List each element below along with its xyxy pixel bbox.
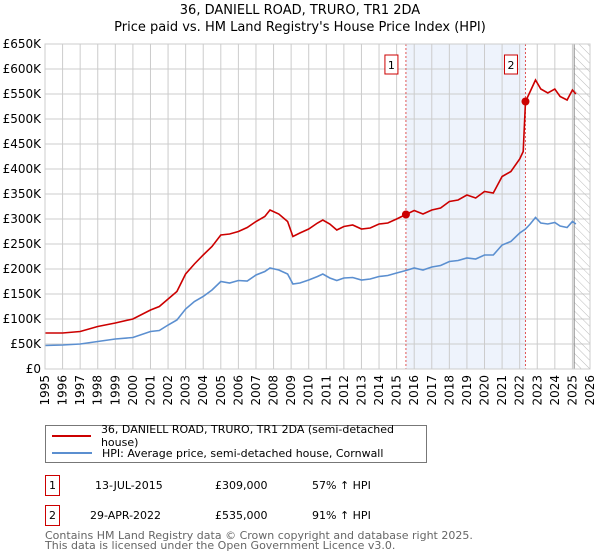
legend-item-hpi: HPI: Average price, semi-detached house,…: [52, 446, 383, 460]
x-tick-label: 1996: [56, 375, 70, 406]
sale-price: £535,000: [215, 509, 268, 522]
legend-item-property: 36, DANIELL ROAD, TRURO, TR1 2DA (semi-d…: [52, 423, 426, 449]
x-tick-label: 2026: [583, 375, 597, 406]
x-tick-label: 2010: [302, 375, 316, 406]
x-tick-label: 2023: [530, 375, 544, 406]
legend-label: 36, DANIELL ROAD, TRURO, TR1 2DA (semi-d…: [100, 423, 394, 449]
x-tick-label: 2013: [354, 375, 368, 406]
legend: 36, DANIELL ROAD, TRURO, TR1 2DA (semi-d…: [45, 423, 427, 463]
y-tick-label: £200K: [3, 262, 43, 276]
x-tick-label: 2011: [319, 375, 333, 406]
footer: Contains HM Land Registry data © Crown c…: [45, 529, 473, 552]
x-tick-label: 1998: [91, 375, 105, 406]
y-tick-label: £400K: [3, 162, 43, 176]
sale-date: 29-APR-2022: [90, 509, 162, 522]
sale-badge-label: 1: [388, 59, 395, 72]
sale-hpi-diff: 91% ↑ HPI: [312, 509, 371, 522]
x-tick-label: 2018: [442, 375, 456, 406]
sale-marker-badge: 2: [45, 505, 60, 526]
y-tick-label: £350K: [3, 187, 43, 201]
x-tick-label: 2015: [390, 375, 404, 406]
sale-point: [401, 210, 410, 219]
x-tick-label: 2006: [231, 375, 245, 406]
x-tick-label: 2001: [143, 375, 157, 406]
y-tick-label: £450K: [3, 137, 43, 151]
footer-licence: This data is licensed under the Open Gov…: [45, 539, 396, 552]
y-tick-label: £300K: [3, 212, 43, 226]
legend-swatch-blue: [52, 452, 92, 454]
sale-period-shading: [405, 44, 526, 369]
sale-badge-box: [503, 54, 518, 75]
chart-subtitle: Price paid vs. HM Land Registry's House …: [114, 20, 486, 35]
sale-point: [521, 97, 530, 106]
y-tick-label: £100K: [3, 312, 43, 326]
x-tick-label: 2022: [513, 375, 527, 406]
y-tick-label: £550K: [3, 87, 43, 101]
x-tick-label: 2019: [460, 375, 474, 406]
x-tick-label: 1997: [73, 375, 87, 406]
y-tick-label: £150K: [3, 287, 43, 301]
x-tick-label: 2017: [425, 375, 439, 406]
x-tick-label: 2012: [337, 375, 351, 406]
sale-badge-box: [384, 54, 399, 75]
chart-title: 36, DANIELL ROAD, TRURO, TR1 2DA: [179, 3, 421, 18]
y-tick-label: £500K: [3, 112, 43, 126]
sale-row-1: 1 13-JUL-2015 £309,000 57% ↑ HPI: [45, 475, 445, 497]
forecast-hatch: [574, 44, 590, 369]
y-tick-label: £50K: [10, 337, 42, 351]
x-tick-label: 2004: [196, 375, 210, 406]
sale-badge-label: 2: [507, 59, 514, 72]
legend-label: HPI: Average price, semi-detached house,…: [102, 446, 384, 460]
x-tick-label: 2024: [548, 375, 562, 406]
sale-hpi-diff: 57% ↑ HPI: [312, 479, 371, 492]
sale-marker-badge: 1: [45, 475, 60, 496]
x-tick-label: 2008: [267, 375, 281, 406]
x-tick-label: 1999: [108, 375, 122, 406]
y-tick-label: £0: [26, 362, 41, 376]
x-tick-label: 2014: [372, 375, 386, 406]
x-tick-label: 2007: [249, 375, 263, 406]
y-tick-label: £600K: [3, 62, 43, 76]
x-tick-label: 1995: [38, 375, 52, 406]
footer-copyright: Contains HM Land Registry data © Crown c…: [45, 529, 473, 542]
property-price-line: [45, 78, 577, 334]
x-tick-label: 2003: [179, 375, 193, 406]
hpi-line: [44, 216, 577, 347]
x-tick-label: 2002: [161, 375, 175, 406]
sale-row-2: 2 29-APR-2022 £535,000 91% ↑ HPI: [45, 505, 445, 527]
x-tick-label: 2016: [407, 375, 421, 406]
x-tick-label: 2000: [126, 375, 140, 406]
x-tick-label: 2020: [478, 375, 492, 406]
x-tick-label: 2025: [565, 375, 579, 406]
y-tick-label: £250K: [3, 237, 43, 251]
x-tick-label: 2005: [214, 375, 228, 406]
price-chart: £0 £50K £100K £150K £200K £250K £300K £350K £400…: [3, 37, 597, 406]
sale-price: £309,000: [215, 479, 268, 492]
sale-date: 13-JUL-2015: [95, 479, 163, 492]
y-tick-label: £650K: [3, 37, 43, 51]
x-tick-label: 2021: [495, 375, 509, 406]
x-tick-label: 2009: [284, 375, 298, 406]
plot-frame: [44, 43, 591, 370]
legend-swatch-red: [52, 435, 91, 437]
